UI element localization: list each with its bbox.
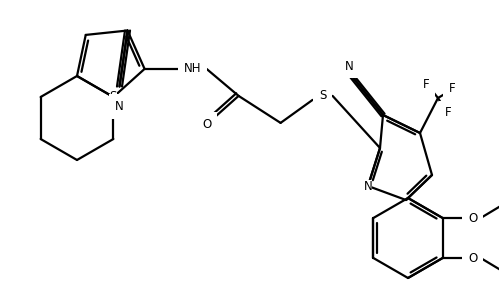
Text: O: O xyxy=(468,252,477,265)
Text: S: S xyxy=(319,89,326,102)
Text: N: N xyxy=(345,60,353,73)
Text: F: F xyxy=(423,78,429,91)
Text: NH: NH xyxy=(184,63,201,76)
Text: F: F xyxy=(445,106,451,119)
Text: F: F xyxy=(449,81,455,94)
Text: N: N xyxy=(364,179,372,193)
Text: N: N xyxy=(115,100,124,113)
Text: S: S xyxy=(110,91,117,104)
Text: O: O xyxy=(202,118,211,131)
Text: O: O xyxy=(468,212,477,224)
